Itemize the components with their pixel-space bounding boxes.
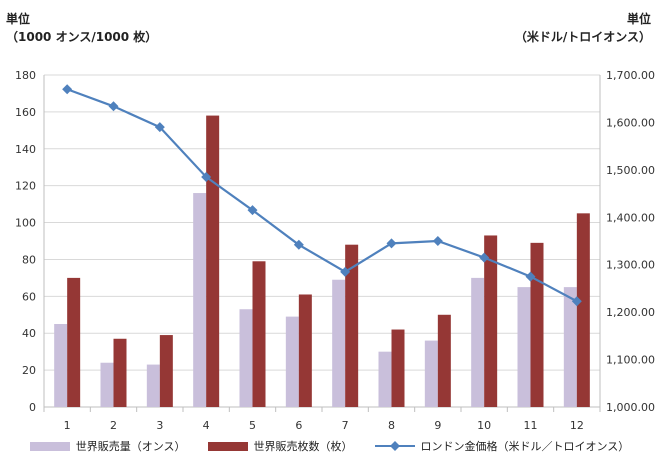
- x-tick-4: 4: [203, 419, 210, 432]
- bar-s0-10: [471, 277, 485, 407]
- bar-s0-2: [100, 362, 114, 407]
- bar-s0-12: [563, 287, 577, 407]
- y-left-tick-7: 140: [15, 143, 36, 156]
- x-tick-5: 5: [249, 419, 256, 432]
- bar-s1-3: [159, 335, 173, 407]
- legend-item-sales-volume: 世界販売量（オンス）: [29, 438, 186, 454]
- x-tick-10: 10: [477, 419, 491, 432]
- y-right-tick-5: 1,500.00: [606, 164, 655, 177]
- y-right-tick-0: 1,000.00: [606, 401, 655, 414]
- bar-s0-5: [239, 309, 253, 407]
- bar-s1-8: [391, 329, 405, 407]
- gold-price-marker-2: [108, 101, 119, 112]
- bar-s1-12: [576, 213, 590, 407]
- bar-s1-4: [206, 115, 220, 408]
- gold-price-marker-9: [432, 236, 443, 246]
- bar-s0-7: [332, 279, 346, 407]
- x-tick-6: 6: [295, 419, 302, 432]
- gold-price-marker-10: [479, 252, 490, 263]
- bar-s0-9: [424, 340, 438, 407]
- y-left-tick-5: 100: [15, 217, 36, 230]
- y-left-tick-8: 160: [15, 106, 36, 119]
- left-unit-line1: 単位: [6, 12, 31, 26]
- y-right-tick-7: 1,700.00: [606, 69, 655, 82]
- y-right-tick-2: 1,200.00: [606, 306, 655, 319]
- bar-s0-8: [378, 351, 392, 407]
- gold-price-marker-6: [293, 239, 304, 250]
- x-tick-7: 7: [342, 419, 349, 432]
- combo-chart: 0 20 40 60 80 100 120 140 160 180 1,000.00 1,100.00…: [15, 69, 655, 432]
- bar-s0-6: [285, 316, 299, 407]
- y-left-tick-2: 40: [22, 327, 36, 340]
- y-left-tick-0: 0: [29, 401, 36, 414]
- y-left-tick-6: 120: [15, 180, 36, 193]
- left-axis-unit: 単位 （1000 オンス/1000 枚）: [6, 10, 157, 46]
- bar-s0-1: [54, 324, 68, 407]
- legend-label-sales-count: 世界販売枚数（枚）: [253, 440, 353, 453]
- gold-price-marker-5: [247, 205, 258, 216]
- x-tick-1: 1: [64, 419, 71, 432]
- y-right-tick-3: 1,300.00: [606, 259, 655, 272]
- legend-item-sales-count: 世界販売枚数（枚）: [207, 438, 353, 454]
- gold-price-marker-4: [201, 171, 212, 182]
- right-unit-line1: 単位: [626, 12, 651, 26]
- y-right-tick-4: 1,400.00: [606, 211, 655, 224]
- bar-s0-3: [146, 364, 160, 407]
- legend-swatch-sales-volume: [29, 441, 70, 451]
- x-tick-11: 11: [524, 419, 538, 432]
- y-left-tick-9: 180: [15, 69, 36, 82]
- gold-price-marker-1: [62, 84, 73, 95]
- x-tick-2: 2: [110, 419, 117, 432]
- bar-s1-7: [345, 244, 359, 407]
- legend-label-sales-volume: 世界販売量（オンス）: [75, 440, 186, 453]
- gold-price-marker-12: [571, 296, 582, 307]
- bar-s0-11: [517, 287, 531, 407]
- bar-s1-11: [530, 242, 544, 407]
- bar-s0-4: [193, 193, 207, 407]
- gold-price-marker-8: [386, 238, 397, 249]
- x-tick-9: 9: [434, 419, 441, 432]
- y-left-tick-4: 80: [22, 253, 36, 266]
- gold-price-marker-7: [340, 266, 351, 277]
- x-tick-12: 12: [570, 419, 584, 432]
- gold-price-line: [66, 88, 578, 303]
- bar-s1-1: [67, 277, 81, 407]
- legend-swatch-gold-price: [374, 441, 415, 451]
- left-unit-line2: （1000 オンス/1000 枚）: [6, 30, 158, 44]
- legend-swatch-sales-count: [207, 441, 248, 451]
- bar-s1-6: [298, 294, 312, 407]
- y-left-tick-3: 60: [22, 290, 36, 303]
- bar-s1-2: [113, 338, 127, 407]
- bar-s1-10: [484, 235, 498, 407]
- gold-price-marker-11: [525, 271, 536, 282]
- y-left-tick-1: 20: [22, 364, 36, 377]
- bar-s1-9: [437, 314, 451, 407]
- legend-item-gold-price: ロンドン金価格（米ドル／トロイオンス）: [374, 438, 630, 454]
- right-axis-unit: 単位 （米ドル/トロイオンス）: [515, 10, 651, 46]
- bar-s1-5: [252, 261, 266, 407]
- x-tick-8: 8: [388, 419, 395, 432]
- y-right-tick-6: 1,600.00: [606, 116, 655, 129]
- gold-price-marker-3: [154, 122, 165, 133]
- legend-label-gold-price: ロンドン金価格（米ドル／トロイオンス）: [420, 440, 630, 453]
- right-unit-line2: （米ドル/トロイオンス）: [514, 30, 651, 44]
- y-right-tick-1: 1,100.00: [606, 354, 655, 367]
- x-tick-3: 3: [156, 419, 163, 432]
- chart-legend: 世界販売量（オンス） 世界販売枚数（枚） ロンドン金価格（米ドル／トロイオンス）: [0, 438, 659, 454]
